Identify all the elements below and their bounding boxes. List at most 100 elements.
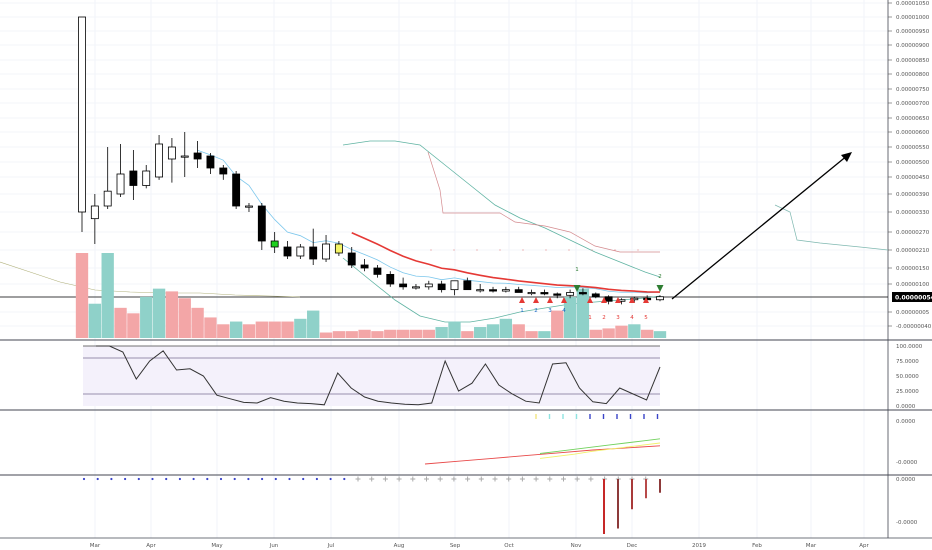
- candle-body: [656, 296, 664, 301]
- slow-ma-line: [351, 231, 661, 293]
- triangle-up-marker: [629, 297, 635, 303]
- triangle-up-marker: [587, 297, 593, 303]
- trend-arrow-drawing[interactable]: [671, 152, 852, 300]
- gray-ma-line: [0, 261, 301, 298]
- candle-body: [309, 246, 318, 260]
- volume-bar: [396, 329, 410, 338]
- candle-body: [78, 16, 86, 213]
- volume-bar: [512, 324, 525, 338]
- lower-band-line: [342, 257, 661, 323]
- time-tick-label: Sep: [450, 543, 461, 549]
- volume-bar: [191, 307, 204, 338]
- volume-bars: [75, 253, 667, 338]
- candlesticks: [78, 16, 664, 305]
- triangle-up-count: 3: [548, 308, 552, 314]
- oscillator-panel: [83, 345, 661, 406]
- triangle-up-count: 3: [616, 315, 620, 321]
- price-tick-label: 0.00000330: [896, 210, 930, 216]
- candle-body: [206, 155, 215, 169]
- time-tick-label: Mar: [90, 543, 101, 549]
- candle-body: [270, 240, 279, 248]
- indicator4-dot: [288, 477, 291, 481]
- candle-body: [553, 293, 562, 296]
- indicator3-tick-label: -0.0000: [896, 460, 918, 466]
- indicator4-dot: [261, 477, 264, 481]
- indicator4-dot: [302, 477, 305, 481]
- volume-bar: [499, 318, 513, 338]
- signal-dot: [637, 249, 639, 251]
- last-price-box: [892, 292, 932, 302]
- indicator4-dot: [165, 477, 168, 481]
- indicator4-dot: [343, 477, 346, 481]
- candle-body: [501, 289, 510, 292]
- time-tick-label: Dec: [627, 543, 638, 549]
- candle-body: [334, 243, 343, 254]
- time-tick-label: May: [211, 543, 223, 549]
- triangle-down-count: 1: [575, 267, 579, 273]
- signal-dot: [499, 249, 501, 251]
- triangle-up-count: 4: [562, 308, 566, 314]
- indicator4-tick-label: 0.0000: [896, 477, 916, 483]
- time-tick-label: Mar: [806, 543, 817, 549]
- triangle-up-marker: [601, 297, 607, 303]
- candle-body: [129, 170, 138, 186]
- indicator4-dot: [274, 477, 277, 481]
- volume-bar: [204, 317, 217, 338]
- candle-body: [450, 280, 459, 291]
- indicator-panel-3: [424, 414, 661, 465]
- volume-bar: [640, 329, 654, 338]
- volume-bar: [653, 331, 667, 338]
- triangle-down-marker: [656, 285, 664, 292]
- volume-bar: [551, 310, 564, 338]
- volume-bar: [281, 321, 294, 338]
- time-tick-label: Nov: [571, 543, 582, 549]
- fast-ema-line: [197, 149, 661, 294]
- candle-body: [386, 273, 395, 285]
- candle-body: [476, 289, 485, 292]
- volume-bar: [332, 331, 346, 338]
- volume-bar: [255, 321, 268, 338]
- volume-bar: [178, 298, 191, 338]
- price-axis[interactable]: 0.00001050 0.00001000 0.00000950 0.00000900…: [888, 1, 932, 526]
- candle-body: [463, 280, 472, 291]
- time-tick-label: Feb: [752, 543, 762, 549]
- volume-bar: [448, 321, 461, 338]
- signal-dot: [568, 249, 570, 251]
- price-tick-label: 0.00000210: [896, 248, 930, 254]
- triangle-up-count: 1: [588, 315, 592, 321]
- triangle-up-count: 5: [644, 315, 648, 321]
- time-tick-label: Jul: [327, 543, 335, 549]
- price-tick-label: 0.00000500: [896, 160, 930, 166]
- time-axis[interactable]: Mar Apr May Jun Jul Aug Sep Oct Nov Dec 2019 Feb Mar…: [90, 543, 870, 549]
- oscillator-line: [96, 345, 661, 406]
- indicator4-dot: [82, 477, 86, 481]
- right-projection-line: [774, 204, 889, 251]
- volume-bar: [307, 310, 320, 338]
- volume-bar: [152, 288, 166, 338]
- volume-bar: [628, 324, 641, 338]
- candle-body: [591, 293, 600, 298]
- time-tick-label: Apr: [146, 543, 156, 549]
- candle-body: [232, 173, 241, 207]
- candle-body: [322, 243, 330, 260]
- last-price-label: 0.00000054: [895, 295, 932, 302]
- triangle-up-marker: [519, 297, 525, 303]
- signal-dot: [591, 249, 593, 251]
- triangle-down-count: 2: [658, 274, 662, 280]
- signal-dot: [476, 249, 478, 251]
- volume-bar: [114, 307, 127, 338]
- volume-bar: [345, 331, 358, 338]
- volume-bar: [294, 318, 307, 338]
- volume-bar: [358, 329, 371, 338]
- candle-body: [116, 173, 125, 195]
- trend-arrow-line: [671, 154, 849, 300]
- indicator4-dot: [219, 477, 223, 481]
- indicator4-dot: [329, 477, 332, 481]
- signal-dot: [522, 249, 524, 251]
- indicator4-dot: [315, 477, 318, 481]
- volume-bar: [525, 331, 538, 338]
- gridlines: [0, 0, 888, 538]
- candle-body: [373, 267, 382, 275]
